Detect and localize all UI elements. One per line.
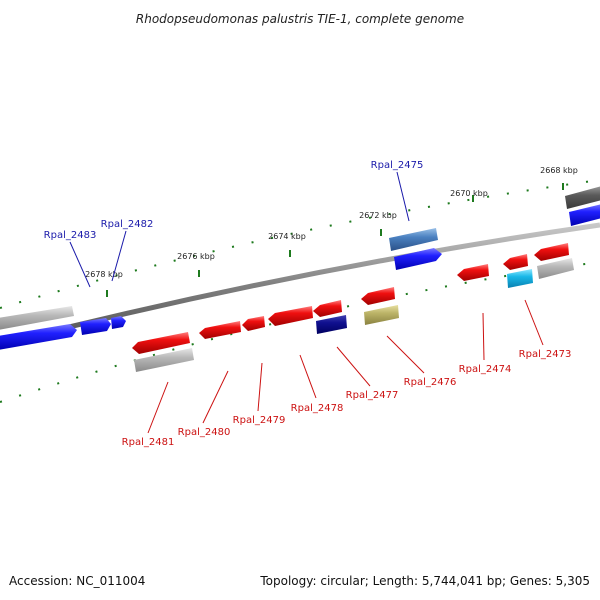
gene-rpal-2477[interactable] — [313, 300, 342, 317]
tick-label-2668: 2668 kbp — [540, 166, 578, 175]
reverse-genes — [132, 243, 574, 372]
gene-rpal-2475[interactable] — [394, 248, 442, 270]
gene-label[interactable]: Rpal_2475 — [371, 160, 424, 171]
gene-rpal-2474b[interactable] — [503, 254, 528, 270]
gene-dark-right[interactable] — [565, 186, 600, 209]
gene-rpal-2478[interactable] — [268, 306, 313, 326]
tick-labels: 2668 kbp 2670 kbp 2672 kbp 2674 kbp 2676… — [85, 166, 578, 279]
gene-label[interactable]: Rpal_2483 — [44, 230, 97, 241]
gene-gray-2473[interactable] — [537, 258, 574, 279]
accession-text: Accession: NC_011004 — [9, 574, 146, 588]
gene-label[interactable]: Rpal_2482 — [101, 219, 154, 230]
outer-tick-ring — [0, 179, 600, 309]
topology-text: Topology: circular; Length: 5,744,041 bp… — [260, 574, 590, 588]
gene-label[interactable]: Rpal_2474 — [459, 364, 512, 375]
gene-rpal-2476[interactable] — [361, 287, 395, 305]
gene-label[interactable]: Rpal_2478 — [291, 403, 344, 414]
gene-blue-left[interactable] — [0, 324, 77, 350]
tick-label-2678: 2678 kbp — [85, 270, 123, 279]
gene-rpal-2479[interactable] — [242, 316, 265, 331]
gene-label[interactable]: Rpal_2477 — [346, 390, 399, 401]
gene-navy[interactable] — [316, 315, 347, 334]
map-title: Rhodopseudomonas palustris TIE-1, comple… — [136, 12, 464, 26]
forward-genes — [0, 186, 600, 350]
gene-label[interactable]: Rpal_2480 — [178, 427, 231, 438]
gene-cyan[interactable] — [507, 269, 533, 288]
gene-rpal-2475-steel[interactable] — [389, 228, 438, 251]
gene-gray-left-top[interactable] — [0, 306, 74, 330]
tick-label-2674: 2674 kbp — [268, 232, 306, 241]
gene-label[interactable]: Rpal_2479 — [233, 415, 286, 426]
gene-blue-right[interactable] — [569, 204, 600, 226]
gene-label[interactable]: Rpal_2476 — [404, 377, 457, 388]
tick-label-2670: 2670 kbp — [450, 189, 488, 198]
tick-label-2672: 2672 kbp — [359, 211, 397, 220]
tick-label-2676: 2676 kbp — [177, 252, 215, 261]
gene-label[interactable]: Rpal_2473 — [519, 349, 572, 360]
gene-label[interactable]: Rpal_2481 — [122, 437, 175, 448]
gene-rpal-2481[interactable] — [132, 332, 190, 354]
gene-olive[interactable] — [364, 305, 399, 325]
gene-labels: Rpal_2475 Rpal_2482 Rpal_2483 Rpal_2473 … — [44, 160, 572, 448]
gene-rpal-2483[interactable] — [111, 316, 126, 329]
gene-rpal-2473[interactable] — [534, 243, 569, 261]
gene-gray-2481[interactable] — [134, 348, 194, 372]
gene-rpal-2474[interactable] — [457, 264, 489, 281]
gene-rpal-2482[interactable] — [80, 318, 111, 335]
label-leaders — [69, 171, 544, 434]
major-ticks — [106, 183, 564, 297]
gene-rpal-2480[interactable] — [199, 321, 241, 339]
